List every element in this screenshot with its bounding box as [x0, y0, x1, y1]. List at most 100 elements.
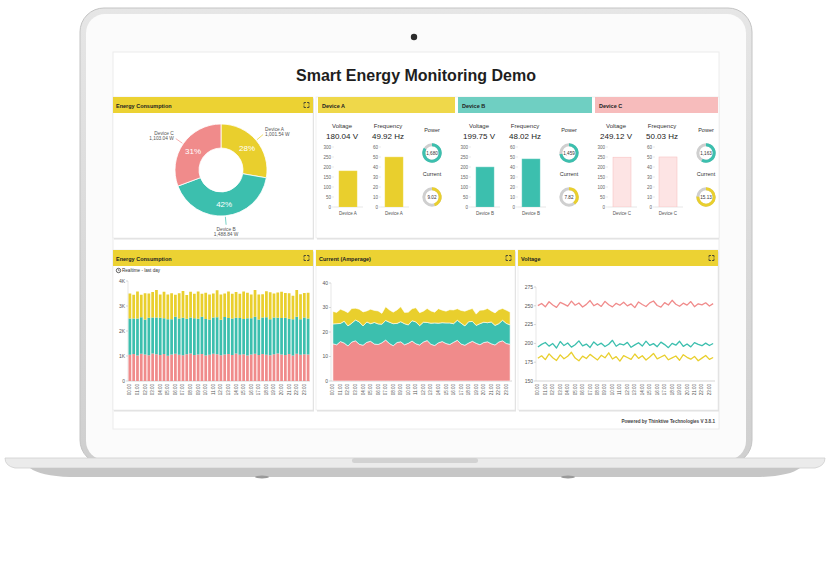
tick-mark: [653, 187, 655, 188]
plot-area: [129, 290, 310, 381]
tick-label: 20:00: [279, 384, 284, 396]
bar: [185, 295, 188, 319]
plot-area: [659, 157, 677, 207]
area: [333, 340, 510, 381]
bar: [307, 293, 310, 319]
expand-icon[interactable]: [304, 103, 309, 108]
bar: [216, 290, 219, 317]
tick-label: 150: [525, 378, 534, 384]
tick-label: 14:00: [640, 384, 645, 396]
tick-label: 22:00: [699, 384, 704, 396]
bar: [269, 319, 272, 355]
leader-line: [225, 217, 227, 225]
metric-title: Frequency: [648, 123, 676, 129]
plot-area: [522, 159, 540, 207]
bar: [235, 354, 238, 382]
bar: [284, 318, 287, 355]
bar: [276, 318, 279, 354]
bar: [307, 319, 310, 355]
bar: [223, 317, 226, 355]
bar: [208, 320, 211, 355]
slice-power: 1,488.84 W: [214, 232, 239, 237]
gauge-track: [698, 145, 714, 161]
expand-icon[interactable]: [304, 256, 309, 261]
tick-label: 250: [525, 303, 534, 309]
gauge-track: [561, 145, 577, 161]
tick-mark: [332, 187, 334, 188]
bar: [170, 355, 173, 382]
plot-area: [333, 307, 510, 381]
bar: [155, 354, 158, 381]
laptop-lid: [80, 8, 752, 464]
tick-label: 14:00: [436, 384, 441, 396]
tick-label: 09:00: [398, 384, 403, 396]
bar: [159, 295, 162, 318]
bar: [136, 356, 139, 382]
tick-mark: [329, 332, 331, 333]
bar: [238, 355, 241, 381]
tick-label: 08:00: [188, 384, 193, 396]
bar: [223, 294, 226, 318]
device-title: Device B: [462, 103, 485, 109]
bar: [242, 354, 245, 381]
tick-mark: [516, 197, 518, 198]
bar: [182, 318, 185, 356]
bar: [276, 354, 279, 382]
line: [538, 300, 713, 307]
bar: [269, 292, 272, 319]
tick-label: 12:00: [625, 384, 630, 396]
camera: [411, 34, 417, 40]
tick-mark: [534, 381, 536, 382]
bar: [292, 319, 295, 355]
bar: [476, 167, 494, 207]
bar: [303, 354, 306, 381]
leader-line: [176, 139, 183, 144]
bar: [151, 354, 154, 382]
tick-mark: [126, 331, 128, 332]
bar: [147, 294, 150, 318]
bar: [197, 355, 200, 382]
tick-mark: [469, 187, 471, 188]
bar: [227, 292, 230, 319]
bar: [144, 355, 147, 382]
bar: [216, 317, 219, 354]
area: [333, 307, 510, 326]
metric-title: Frequency: [374, 123, 402, 129]
tick-label: 20: [322, 329, 328, 335]
y-axis: [536, 287, 537, 381]
tick-mark: [329, 283, 331, 284]
bar: [151, 292, 154, 318]
tick-label: 0: [325, 378, 328, 384]
tick-label: Device A: [385, 211, 403, 216]
bar: [288, 293, 291, 319]
bar: [136, 319, 139, 356]
bar: [212, 354, 215, 381]
laptop-bezel: [86, 14, 746, 460]
bar: [227, 354, 230, 381]
tick-label: 200: [323, 165, 331, 170]
bar: [178, 293, 181, 318]
expand-icon[interactable]: [506, 256, 511, 261]
tick-mark: [606, 147, 608, 148]
bar: [250, 295, 253, 319]
panel: [113, 250, 313, 410]
tick-label: 10: [647, 195, 653, 200]
expand-icon[interactable]: [709, 256, 714, 261]
metric-value: 49.92 Hz: [372, 132, 404, 141]
tick-label: 0: [512, 205, 515, 210]
gauge-track: [424, 189, 440, 205]
bar: [292, 296, 295, 320]
bar: [299, 319, 302, 355]
tick-label: 250: [460, 155, 468, 160]
tick-label: 00:00: [535, 384, 540, 396]
tick-label: 300: [323, 145, 331, 150]
pie-slice: [221, 124, 267, 178]
tick-label: 17:00: [459, 384, 464, 396]
bar: [231, 319, 234, 356]
tick-label: 04:00: [158, 384, 163, 396]
bar: [385, 157, 403, 207]
bar: [163, 318, 166, 354]
metric-value: 48.02 Hz: [509, 132, 541, 141]
tick-mark: [469, 177, 471, 178]
bar: [273, 294, 276, 318]
